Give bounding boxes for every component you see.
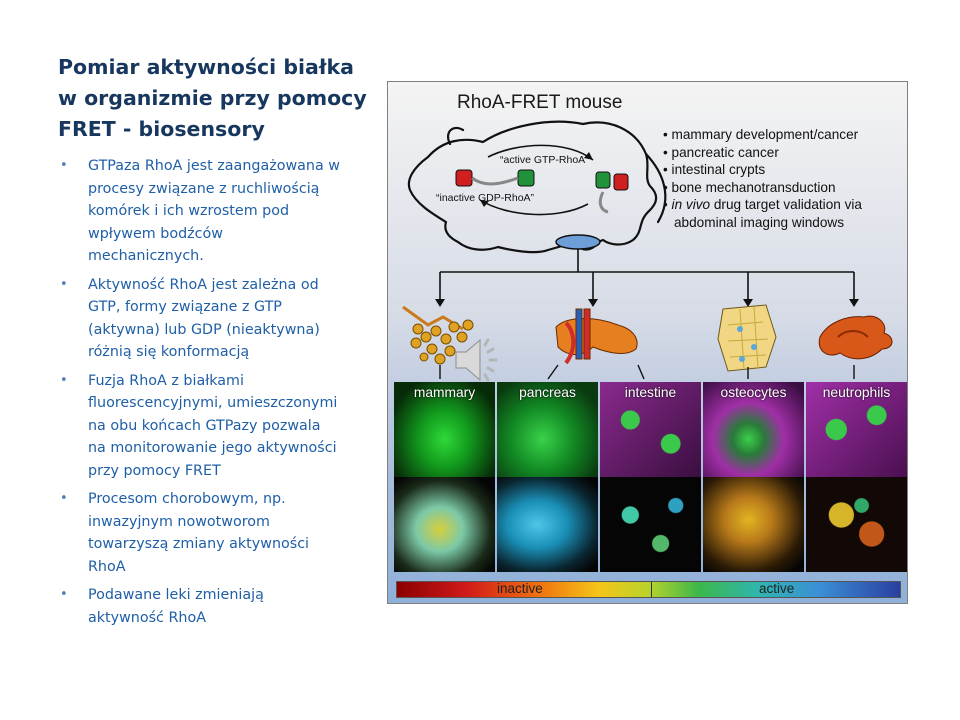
- activity-colorbar: inactive active: [396, 581, 901, 598]
- panel-bottom-image: [806, 477, 907, 572]
- panel-pancreas: pancreas: [497, 382, 598, 572]
- bullet-line: GTPaza RhoA jest zaangażowana w: [88, 158, 340, 174]
- bullet-line: wpływem bodźców: [88, 225, 223, 242]
- title-line: w organizmie przy pomocy: [58, 86, 367, 110]
- panel-bottom-image: [394, 477, 495, 572]
- bullet-item: • Procesom chorobowym, np. inwazyjnym no…: [58, 488, 368, 578]
- panel-label: mammary: [413, 385, 476, 400]
- panel-bottom-image: [497, 477, 598, 572]
- arrowhead: [480, 200, 489, 207]
- title-line: FRET - biosensory: [58, 117, 265, 141]
- bullet-line: (aktywna) lub GDP (nieaktywna): [88, 321, 320, 338]
- panel-bottom-image: [600, 477, 701, 572]
- panel-top-image: [394, 382, 495, 477]
- panel-label: neutrophils: [822, 385, 891, 400]
- arrowhead: [584, 152, 593, 160]
- bullet-line: Podawane leki zmieniają: [88, 587, 264, 603]
- bullet-marker: •: [60, 372, 68, 388]
- bullet-list: • GTPaza RhoA jest zaangażowana w proces…: [58, 155, 368, 635]
- mammary-gland-icon: [402, 305, 474, 365]
- bullet-item: • Podawane leki zmieniają aktywność RhoA: [58, 584, 368, 629]
- title-line: Pomiar aktywności białka: [58, 55, 354, 79]
- application-item: abdominal imaging windows: [674, 214, 845, 230]
- application-item: • in vivo drug target validation via: [663, 197, 862, 213]
- panel-top-image: [806, 382, 907, 477]
- bullet-item: • Aktywność RhoA jest zależna od GTP, fo…: [58, 274, 368, 364]
- bullet-marker: •: [60, 276, 68, 292]
- panel-osteocytes: osteocytes: [703, 382, 804, 572]
- bullet-line: Procesom chorobowym, np.: [88, 491, 286, 507]
- bullet-line: różnią się konformacją: [88, 344, 250, 360]
- mouse-ear: [446, 126, 465, 146]
- panel-top-image: [497, 382, 598, 477]
- tissue-icons: [402, 272, 893, 380]
- speaker-icon[interactable]: [448, 330, 508, 390]
- panel-intestine: intestine: [600, 382, 701, 572]
- active-label: “active GTP-RhoA”: [500, 154, 589, 166]
- bullet-line: procesy związane z ruchliwością: [88, 180, 320, 197]
- bullet-marker: •: [60, 491, 68, 506]
- colorbar-inactive-label: inactive: [497, 581, 543, 596]
- arrow-activate: [487, 144, 594, 161]
- active-sensor: [595, 171, 629, 214]
- imaging-window: [555, 234, 601, 250]
- bullet-line: GTP, formy związane z GTP: [88, 299, 282, 315]
- bullet-line: RhoA: [88, 558, 126, 575]
- bullet-line: aktywność RhoA: [88, 609, 206, 626]
- bullet-line: towarzyszą zmiany aktywności: [88, 536, 310, 552]
- bone-icon: [717, 304, 777, 372]
- applications-list: • mammary development/cancer • pancreati…: [663, 126, 862, 232]
- panel-neutrophils: neutrophils: [806, 382, 907, 572]
- panel-top-image: [703, 382, 804, 477]
- colorbar-divider: [651, 582, 652, 597]
- bullet-line: na obu końcach GTPazy pozwala: [88, 417, 321, 434]
- application-item: • mammary development/cancer: [663, 127, 859, 142]
- slide-title: Pomiar aktywności białka w organizmie pr…: [58, 52, 368, 145]
- inactive-sensor: [455, 169, 535, 187]
- bullet-line: na monitorowanie jego aktywności: [88, 440, 337, 456]
- pancreas-icon: [555, 308, 638, 365]
- panel-bottom-image: [703, 477, 804, 572]
- panel-label: intestine: [624, 385, 677, 400]
- panel-label: osteocytes: [720, 385, 787, 400]
- bullet-line: fluorescencyjnymi, umieszczonymi: [88, 395, 338, 411]
- bullet-marker: •: [60, 587, 68, 602]
- mouse-outline: [407, 120, 658, 254]
- application-item: • intestinal crypts: [663, 162, 766, 178]
- mouse-tail: [644, 152, 667, 224]
- bullet-line: komórek i ich wzrostem pod: [88, 203, 290, 219]
- panel-label: pancreas: [519, 385, 576, 400]
- inactive-label: “inactive GDP-RhoA”: [436, 192, 535, 204]
- bullet-marker: •: [60, 158, 68, 173]
- figure-title: RhoA-FRET mouse: [457, 92, 623, 113]
- rhoa-fret-figure: RhoA-FRET mouse: [387, 81, 908, 604]
- bullet-line: Fuzja RhoA z białkami: [88, 372, 244, 389]
- bullet-line: Aktywność RhoA jest zależna od: [88, 276, 319, 293]
- panel-mammary: mammary: [394, 382, 495, 572]
- colorbar-active-label: active: [759, 581, 795, 596]
- bullet-line: mechanicznych.: [88, 248, 204, 264]
- bullet-line: inwazyjnym nowotworom: [88, 513, 270, 530]
- application-item: • pancreatic cancer: [663, 144, 779, 160]
- panel-top-image: [600, 382, 701, 477]
- mouse-diagram: [407, 120, 854, 273]
- application-item: • bone mechanotransduction: [663, 179, 836, 195]
- bullet-item: • GTPaza RhoA jest zaangażowana w proces…: [58, 155, 368, 268]
- bullet-item: • Fuzja RhoA z białkami fluorescencyjnym…: [58, 370, 368, 483]
- bullet-line: przy pomocy FRET: [88, 462, 221, 479]
- neutrophil-icon: [818, 315, 893, 360]
- arrow-inactivate: [479, 199, 589, 216]
